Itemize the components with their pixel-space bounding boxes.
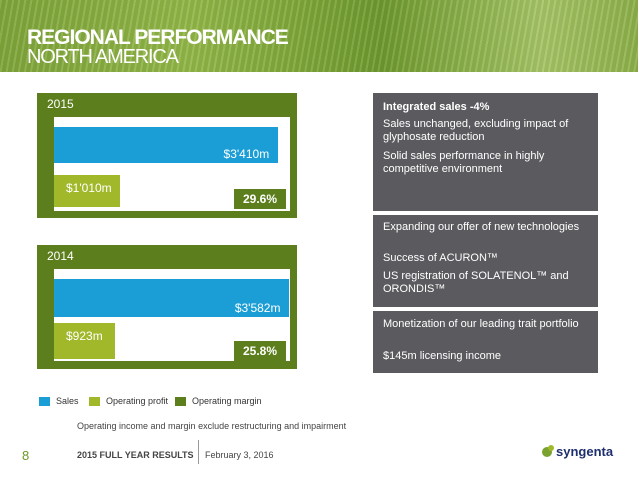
bar-label-sales-2014: $3'582m <box>234 301 281 315</box>
chart-area-2014: $3'582m $923m 25.8% <box>54 269 290 361</box>
info-box-sales-heading: Integrated sales -4% <box>383 101 490 113</box>
info-box-sales: Integrated sales -4% Sales unchanged, ex… <box>373 93 598 211</box>
title-line-1: REGIONAL PERFORMANCE <box>27 26 289 49</box>
info-box-technologies: Expanding our offer of new technologies … <box>373 215 598 307</box>
footer-date: February 3, 2016 <box>205 450 274 460</box>
legend-swatch-operating-margin <box>175 397 186 407</box>
bar-label-operating-profit-2015: $1'010m <box>66 181 112 195</box>
info-box-sales-line-1: Sales unchanged, excluding impact of gly… <box>383 118 569 143</box>
operating-margin-2015: 29.6% <box>234 189 286 209</box>
operating-margin-2014: 25.8% <box>234 341 286 361</box>
bar-label-operating-profit-2014: $923m <box>66 329 103 343</box>
bar-operating-profit-2014 <box>54 323 115 359</box>
legend-label-operating-margin: Operating margin <box>192 396 262 406</box>
legend-swatch-operating-profit <box>89 397 100 407</box>
bar-operating-profit-2015 <box>54 175 121 207</box>
info-box-technologies-line-1: Expanding our offer of new technologies <box>383 221 580 233</box>
legend-label-operating-profit: Operating profit <box>106 396 169 406</box>
bar-sales-2014 <box>54 279 289 317</box>
year-label-2014: 2014 <box>47 249 74 263</box>
bar-sales-2015 <box>54 127 278 163</box>
info-box-traits: Monetization of our leading trait portfo… <box>373 311 598 373</box>
info-box-technologies-line-3: US registration of SOLATENOL™ and ORONDI… <box>383 270 569 295</box>
page-number: 8 <box>22 448 30 463</box>
legend-label-sales: Sales <box>56 396 79 406</box>
syngenta-logo: syngenta <box>542 444 614 459</box>
chart-panel-2015: 2015 $3'410m $1'010m 29.6% <box>37 93 297 218</box>
logo-mark-icon <box>542 445 554 457</box>
header-texture <box>0 0 638 72</box>
info-box-traits-line-1: Monetization of our leading trait portfo… <box>383 318 579 330</box>
logo-wordmark: syngenta <box>556 444 614 459</box>
footer-divider <box>198 440 199 464</box>
year-label-2015: 2015 <box>47 97 74 111</box>
legend-item-operating-profit: Operating profit <box>89 396 169 407</box>
footnote: Operating income and margin exclude rest… <box>77 421 347 431</box>
chart-panel-2014: 2014 $3'582m $923m 25.8% <box>37 245 297 369</box>
legend-swatch-sales <box>39 397 50 407</box>
info-box-sales-line-2: Solid sales performance in highly compet… <box>383 150 545 175</box>
title-line-2: NORTH AMERICA <box>27 46 179 68</box>
bar-label-sales-2015: $3'410m <box>223 147 270 161</box>
footer-title: 2015 FULL YEAR RESULTS <box>77 450 194 460</box>
legend-item-operating-margin: Operating margin <box>175 396 262 407</box>
info-box-traits-line-2: $145m licensing income <box>383 350 502 362</box>
header-banner: REGIONAL PERFORMANCE NORTH AMERICA <box>0 0 638 72</box>
legend-item-sales: Sales <box>39 396 79 407</box>
info-box-technologies-line-2: Success of ACURON™ <box>383 252 498 264</box>
chart-area-2015: $3'410m $1'010m 29.6% <box>54 117 290 211</box>
